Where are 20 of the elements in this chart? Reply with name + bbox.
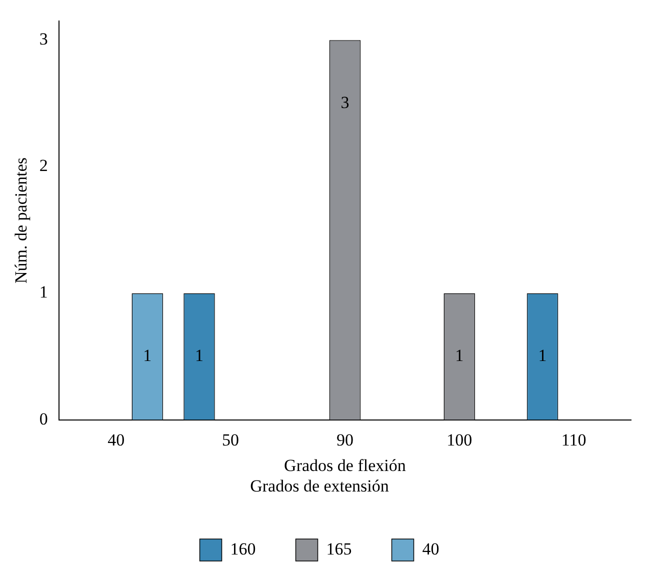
x-tick-label: 40: [108, 430, 125, 450]
data-label: 1: [538, 346, 547, 365]
y-tick-label: 0: [39, 409, 48, 428]
data-label: 1: [143, 346, 152, 365]
y-tick-label: 2: [39, 156, 48, 176]
legend-label: 160: [230, 539, 256, 558]
x-tick-label: 90: [336, 430, 354, 450]
y-tick-label: 1: [39, 282, 48, 302]
y-axis-title: Núm. de pacientes: [12, 157, 31, 284]
data-label: 1: [195, 346, 204, 365]
x-axis-title: Grados de flexión: [284, 456, 406, 475]
data-label: 3: [340, 92, 350, 112]
legend-label: 165: [326, 539, 352, 558]
data-label: 1: [455, 346, 464, 365]
legend-label: 40: [422, 539, 440, 558]
legend-title: Grados de extensión: [250, 476, 390, 496]
x-tick-label: 50: [222, 430, 240, 450]
x-tick-label: 110: [561, 430, 586, 450]
y-tick-label: 3: [39, 30, 48, 49]
x-tick-label: 100: [446, 430, 472, 450]
